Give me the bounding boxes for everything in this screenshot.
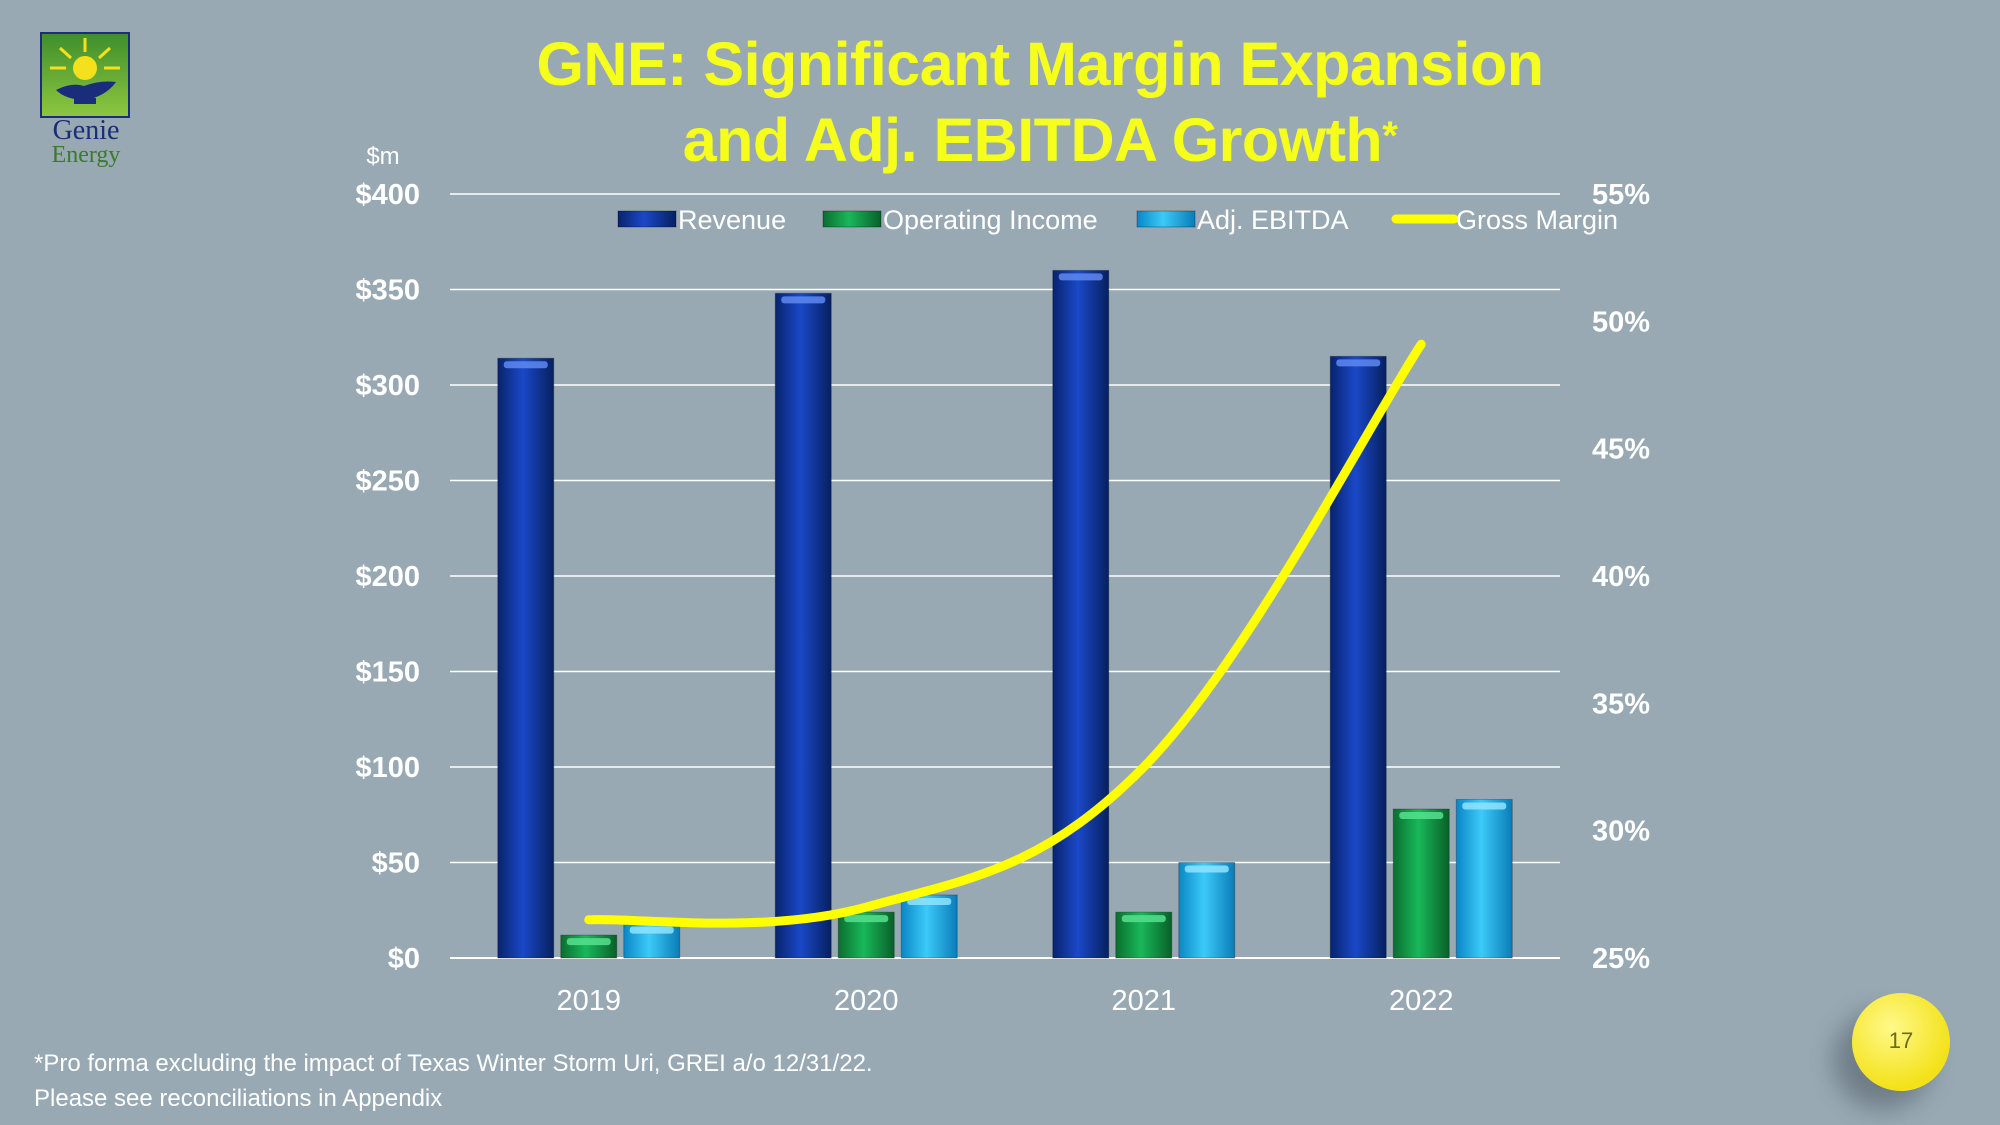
bar-highlight — [503, 361, 548, 369]
bar-operating-income-2022 — [1392, 808, 1450, 959]
bar-highlight — [1336, 359, 1381, 367]
y-axis-left: $0 $50 $100 $150 $200 $250 $300 $350 $400 — [355, 179, 420, 975]
y2-tick-label: 55% — [1592, 179, 1650, 211]
title-line-2: and Adj. EBITDA Growth* — [330, 102, 1750, 178]
footnote: *Pro forma excluding the impact of Texas… — [34, 1046, 873, 1116]
y-tick-label: $400 — [355, 179, 420, 211]
legend-swatch — [617, 210, 677, 228]
x-tick-label: 2020 — [834, 985, 899, 1017]
bar-revenue-2020 — [774, 292, 832, 959]
y2-tick-label: 30% — [1592, 816, 1650, 848]
title-line-2-text: and Adj. EBITDA Growth — [682, 106, 1383, 174]
bar-highlight — [1399, 812, 1444, 820]
y2-tick-label: 35% — [1592, 688, 1650, 720]
y-tick-label: $350 — [355, 275, 420, 307]
legend-label: Adj. EBITDA — [1197, 205, 1349, 235]
footnote-line-2: Please see reconciliations in Appendix — [34, 1085, 443, 1112]
bar-adj-ebitda-2022 — [1455, 798, 1513, 959]
y2-tick-label: 25% — [1592, 943, 1650, 975]
y2-tick-label: 50% — [1592, 306, 1650, 338]
bar-highlight — [1121, 915, 1166, 923]
bars — [497, 269, 1513, 959]
legend-swatch — [822, 210, 882, 228]
bar-revenue-2021 — [1052, 269, 1110, 959]
bar-adj-ebitda-2020 — [900, 894, 958, 959]
title-footnote-mark: * — [1382, 114, 1398, 158]
line-gross-margin — [584, 339, 1426, 928]
gross-margin-line — [584, 339, 1426, 928]
y-tick-label: $250 — [355, 466, 420, 498]
bar-revenue-2019 — [497, 357, 555, 959]
page-number-badge — [1852, 993, 1950, 1091]
y-unit-label: $m — [366, 143, 399, 170]
legend-label: Revenue — [678, 205, 786, 235]
bar-highlight — [781, 296, 826, 304]
lamp-sun-icon — [40, 32, 130, 118]
y-tick-label: $100 — [355, 752, 420, 784]
page-title: GNE: Significant Margin Expansion and Ad… — [330, 26, 1750, 178]
bar-highlight — [1462, 802, 1507, 810]
legend-label: Operating Income — [883, 205, 1098, 235]
bar-highlight — [907, 897, 952, 905]
bar-highlight — [1184, 865, 1229, 873]
logo-sub: Energy — [51, 142, 121, 168]
y-tick-label: $150 — [355, 657, 420, 689]
y-axis-right: 25% 30% 35% 40% 45% 50% 55% — [1592, 179, 1650, 975]
x-axis: 2019 2020 2021 2022 — [556, 985, 1453, 1017]
bar-adj-ebitda-2021 — [1178, 862, 1236, 959]
y-tick-label: $300 — [355, 370, 420, 402]
bar-highlight — [629, 926, 674, 934]
x-tick-label: 2022 — [1389, 985, 1454, 1017]
logo-name: Genie — [52, 115, 120, 146]
legend-label: Gross Margin — [1456, 205, 1618, 235]
x-tick-label: 2021 — [1111, 985, 1176, 1017]
bar-highlight — [566, 938, 611, 946]
bar-highlight — [1058, 273, 1103, 281]
genie-energy-logo: Genie Energy — [40, 32, 130, 168]
bar-highlight — [844, 915, 889, 923]
footnote-line-1: *Pro forma excluding the impact of Texas… — [34, 1050, 873, 1077]
y-tick-label: $200 — [355, 561, 420, 593]
y-tick-label: $0 — [388, 943, 420, 975]
y2-tick-label: 40% — [1592, 561, 1650, 593]
title-line-1: GNE: Significant Margin Expansion — [536, 30, 1544, 98]
x-tick-label: 2019 — [556, 985, 621, 1017]
y2-tick-label: 45% — [1592, 434, 1650, 466]
legend-swatch — [1136, 210, 1196, 228]
y-tick-label: $50 — [372, 848, 420, 880]
page-number: 17 — [1888, 1028, 1914, 1053]
legend: Revenue Operating Income Adj. EBITDA Gross … — [617, 205, 1618, 235]
